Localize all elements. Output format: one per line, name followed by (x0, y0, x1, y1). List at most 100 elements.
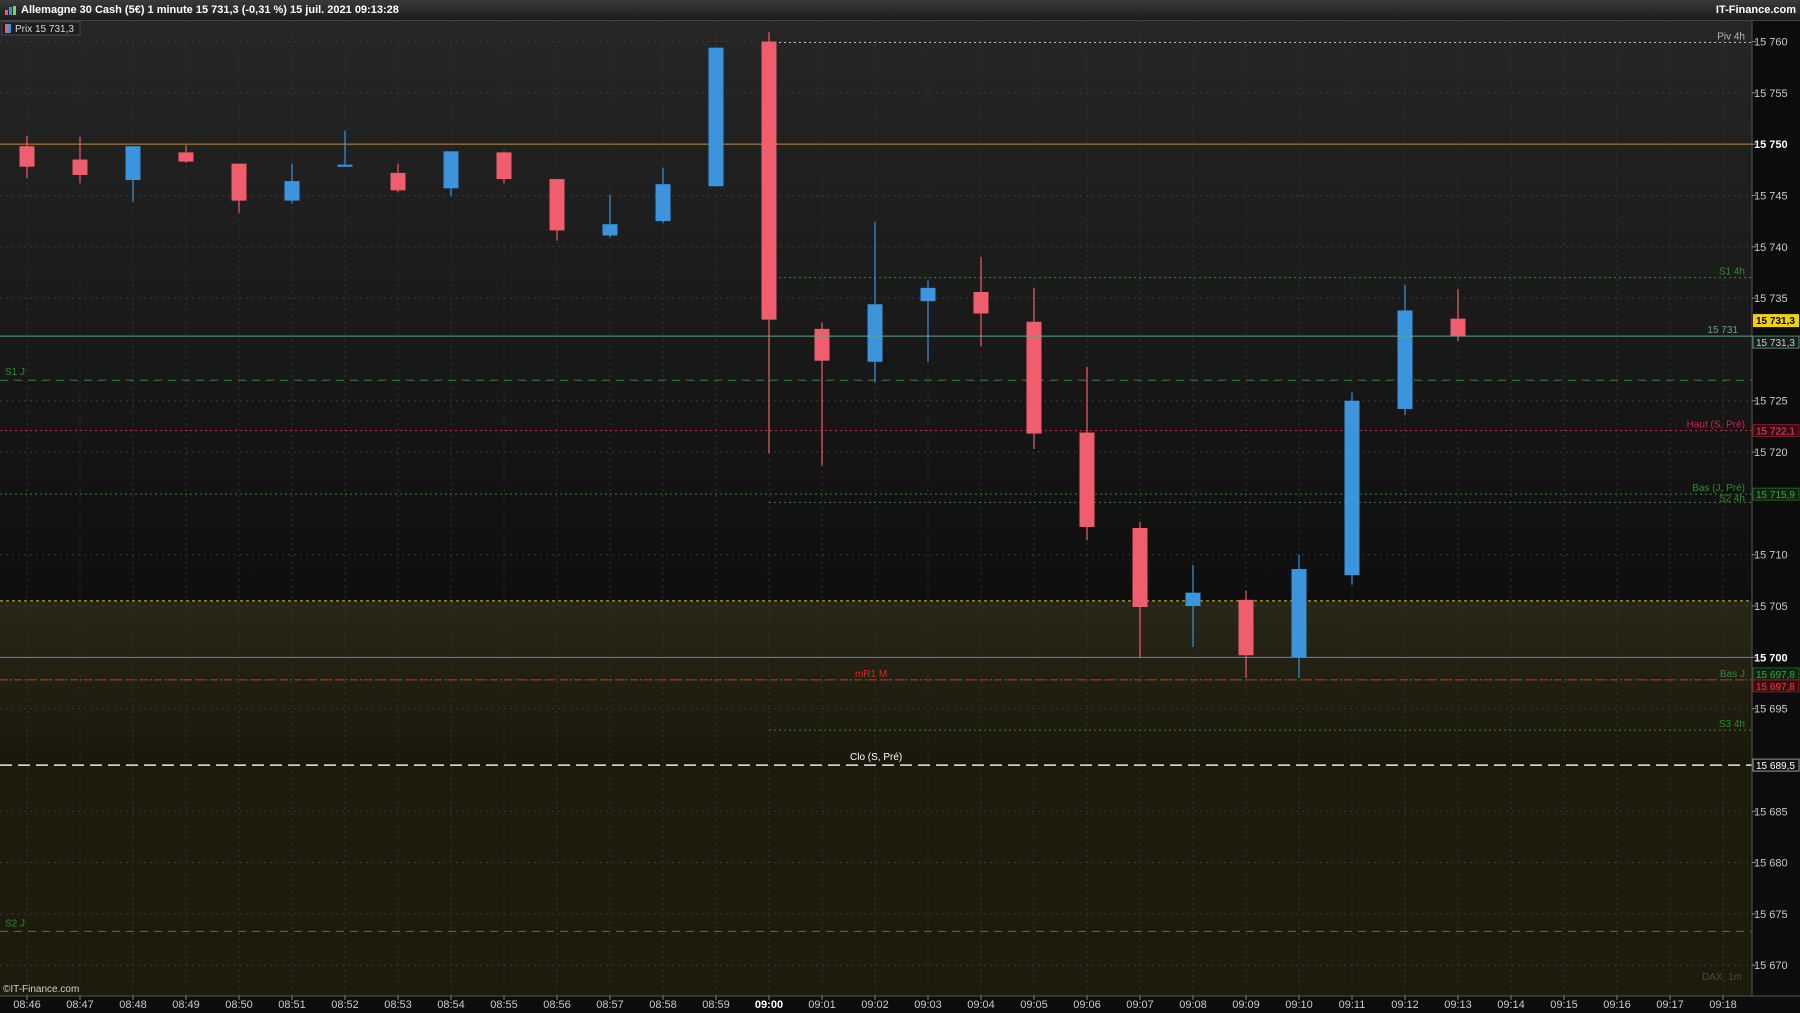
x-tick-label: 09:18 (1709, 999, 1737, 1011)
x-tick-label: 09:13 (1444, 999, 1472, 1011)
level-label: Haut (S, Pré) (1687, 420, 1745, 431)
candle-body[interactable] (761, 41, 777, 320)
x-tick-label: 09:15 (1550, 999, 1578, 1011)
legend-swatch-down (5, 24, 8, 33)
x-tick-label: 08:55 (490, 999, 518, 1011)
x-tick-label: 09:11 (1339, 999, 1366, 1011)
candle-body[interactable] (973, 291, 989, 314)
level-label: S2 4h (1719, 493, 1745, 504)
candle-body[interactable] (1132, 528, 1148, 608)
y-tick-label: 15 685 (1754, 806, 1788, 818)
x-tick-label: 09:03 (914, 999, 942, 1011)
candle-body[interactable] (443, 151, 459, 189)
tag-bas-j: 15 697,8 (1756, 670, 1795, 681)
instrument-title: Allemagne 30 Cash (5€) 1 minute 15 731,3… (21, 4, 399, 16)
candle-body[interactable] (655, 184, 671, 222)
level-label: S1 J (5, 367, 25, 378)
x-tick-label: 09:17 (1656, 999, 1684, 1011)
tag-mr1: 15 697,8 (1756, 682, 1795, 693)
level-label: S2 J (5, 918, 25, 929)
tag-haut: 15 722,1 (1756, 427, 1795, 438)
y-tick-label: 15 710 (1754, 550, 1788, 562)
x-tick-label: 08:49 (172, 999, 200, 1011)
x-tick-label: 09:07 (1126, 999, 1154, 1011)
candle-body[interactable] (231, 163, 247, 201)
x-tick-label: 09:16 (1603, 999, 1631, 1011)
last-price-tag: 15 731,3 (1756, 316, 1795, 327)
x-tick-label: 08:59 (702, 999, 730, 1011)
x-tick-label: 08:56 (543, 999, 571, 1011)
brand-label: IT-Finance.com (1715, 4, 1796, 16)
tag-clo-box (1752, 758, 1800, 772)
x-tick-label: 08:57 (596, 999, 624, 1011)
y-tick-label: 15 705 (1754, 601, 1788, 613)
candle-body[interactable] (1344, 400, 1360, 576)
level-label: Bas (J, Pré) (1692, 483, 1745, 494)
level-label: S3 4h (1719, 719, 1745, 730)
candle-body[interactable] (178, 152, 194, 162)
x-tick-label: 09:08 (1179, 999, 1207, 1011)
time-axis-panel (0, 996, 1800, 1013)
x-tick-label: 09:04 (967, 999, 995, 1011)
candle-body[interactable] (1026, 321, 1042, 434)
x-tick-label: 08:48 (119, 999, 147, 1011)
y-tick-label: 15 755 (1754, 88, 1788, 100)
candle-body[interactable] (708, 47, 724, 187)
price-axis-panel (1752, 21, 1800, 996)
y-tick-label: 15 700 (1754, 652, 1788, 664)
candle-body[interactable] (1291, 569, 1307, 658)
candle-body[interactable] (1450, 318, 1466, 337)
tag-bas-j-pre-box (1752, 487, 1800, 501)
x-tick-label: 08:53 (384, 999, 412, 1011)
x-tick-label: 08:50 (225, 999, 253, 1011)
y-tick-label: 15 695 (1754, 704, 1788, 716)
bar-chart-logo-icon (5, 6, 16, 15)
candle-body[interactable] (1238, 599, 1254, 656)
title-bar: Allemagne 30 Cash (5€) 1 minute 15 731,3… (0, 0, 1800, 21)
candle-body[interactable] (337, 164, 353, 167)
x-tick-label: 09:00 (755, 999, 783, 1011)
y-tick-label: 15 745 (1754, 190, 1788, 202)
candle-body[interactable] (602, 224, 618, 236)
candle-body[interactable] (284, 181, 300, 201)
candle-body[interactable] (814, 328, 830, 361)
zone-upper (0, 600, 1752, 766)
candle-body[interactable] (390, 172, 406, 191)
tag-bas-j-pre: 15 715,9 (1756, 490, 1795, 501)
tag-haut-box (1752, 424, 1800, 437)
x-tick-label: 08:51 (278, 999, 306, 1011)
candle-body[interactable] (72, 159, 88, 175)
tag-clo: 15 689,5 (1756, 761, 1795, 772)
candle-body[interactable] (1397, 310, 1413, 409)
x-tick-label: 08:46 (13, 999, 41, 1011)
y-tick-label: 15 720 (1754, 447, 1788, 459)
tag-price-small-box (1752, 335, 1800, 349)
y-tick-label: 15 750 (1754, 139, 1788, 151)
x-tick-label: 09:05 (1020, 999, 1048, 1011)
x-tick-label: 08:54 (437, 999, 465, 1011)
y-tick-label: 15 670 (1754, 960, 1788, 972)
candle-body[interactable] (19, 146, 35, 167)
legend-box (1, 21, 81, 36)
level-label: Clo (S, Pré) (850, 752, 902, 763)
x-tick-label: 09:01 (808, 999, 836, 1011)
candle-body[interactable] (920, 287, 936, 302)
candle-body[interactable] (496, 152, 512, 180)
candle-body[interactable] (125, 146, 141, 181)
candle-body[interactable] (549, 179, 565, 231)
y-tick-label: 15 680 (1754, 858, 1788, 870)
y-tick-label: 15 725 (1754, 396, 1788, 408)
level-label: mR1 M (855, 669, 887, 680)
tag-mr1-box (1752, 679, 1800, 693)
candle-body[interactable] (1185, 592, 1201, 606)
y-tick-label: 15 760 (1754, 37, 1788, 49)
x-tick-label: 08:47 (66, 999, 94, 1011)
y-tick-label: 15 735 (1754, 293, 1788, 305)
y-tick-label: 15 675 (1754, 909, 1788, 921)
candle-body[interactable] (1079, 432, 1095, 527)
x-tick-label: 09:09 (1232, 999, 1260, 1011)
candle-body[interactable] (867, 304, 883, 362)
x-tick-label: 08:58 (649, 999, 677, 1011)
